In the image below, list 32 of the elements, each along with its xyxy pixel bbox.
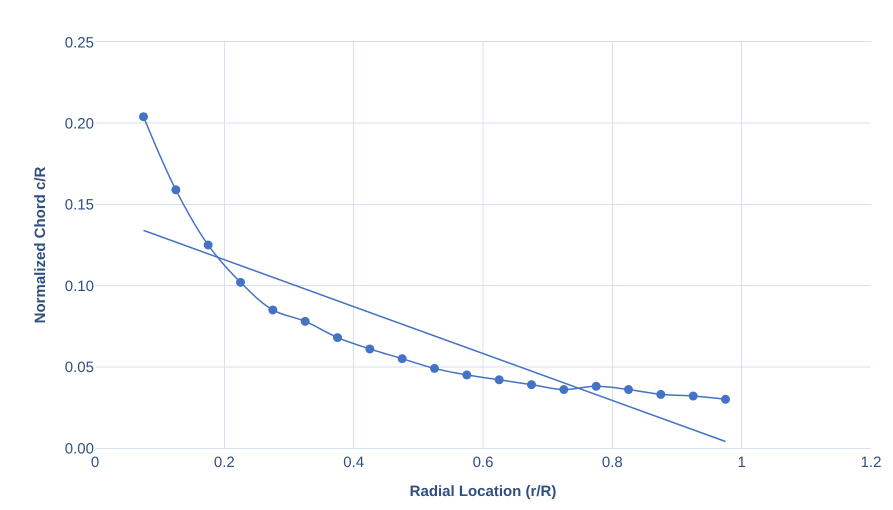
point — [527, 380, 536, 390]
y-tick-label: 0.05 — [64, 359, 94, 376]
x-tick-label: 1.2 — [860, 454, 882, 471]
point — [462, 370, 472, 380]
point — [624, 385, 633, 394]
point — [656, 390, 666, 399]
point — [494, 375, 504, 384]
point — [398, 354, 407, 364]
y-axis-title: Normalized Chord c/R — [32, 166, 50, 324]
point — [721, 394, 730, 404]
x-tick-label: 0.4 — [343, 454, 364, 471]
point — [688, 392, 698, 401]
y-tick-label: 0.10 — [64, 278, 94, 295]
x-tick-label: 1 — [738, 454, 746, 471]
point — [236, 278, 245, 287]
x-tick-label: 0.8 — [602, 454, 623, 471]
point — [430, 364, 439, 373]
point — [559, 385, 568, 394]
point — [592, 382, 601, 391]
y-tick-label: 0.15 — [64, 196, 94, 214]
point — [365, 344, 374, 354]
point — [333, 333, 342, 342]
point — [139, 112, 148, 122]
point — [171, 185, 180, 194]
x-tick-label: 0.6 — [472, 454, 494, 471]
x-tick-label: 0.2 — [214, 454, 235, 471]
point — [300, 316, 310, 326]
point — [268, 305, 278, 314]
x-axis-title: Radial Location (r/R) — [410, 483, 556, 500]
y-tick-label: 0.20 — [64, 115, 94, 132]
point — [204, 240, 213, 250]
y-tick-label: 0.25 — [64, 34, 94, 52]
